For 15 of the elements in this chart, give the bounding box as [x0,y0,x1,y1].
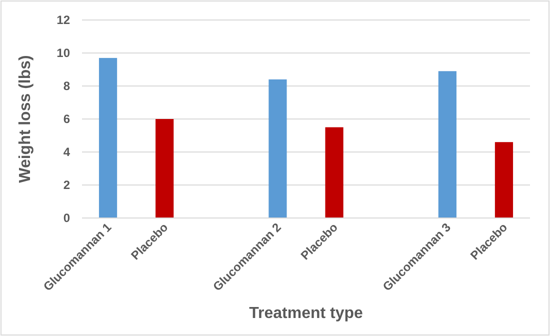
y-tick-label: 0 [63,211,70,226]
y-tick-label: 8 [63,79,70,94]
y-tick-label: 6 [63,112,70,126]
y-tick-label: 12 [56,13,70,28]
y-tick-label: 10 [56,46,70,60]
y-axis-title: Weight loss (lbs) [17,55,34,183]
bar [325,127,344,218]
bar [438,71,456,218]
bar [268,79,287,218]
bar [494,142,514,218]
y-tick-label: 2 [63,178,70,192]
bar [156,119,174,218]
y-tick-label: 4 [63,145,70,160]
bar [98,58,118,218]
x-axis-title: Treatment type [249,305,364,322]
